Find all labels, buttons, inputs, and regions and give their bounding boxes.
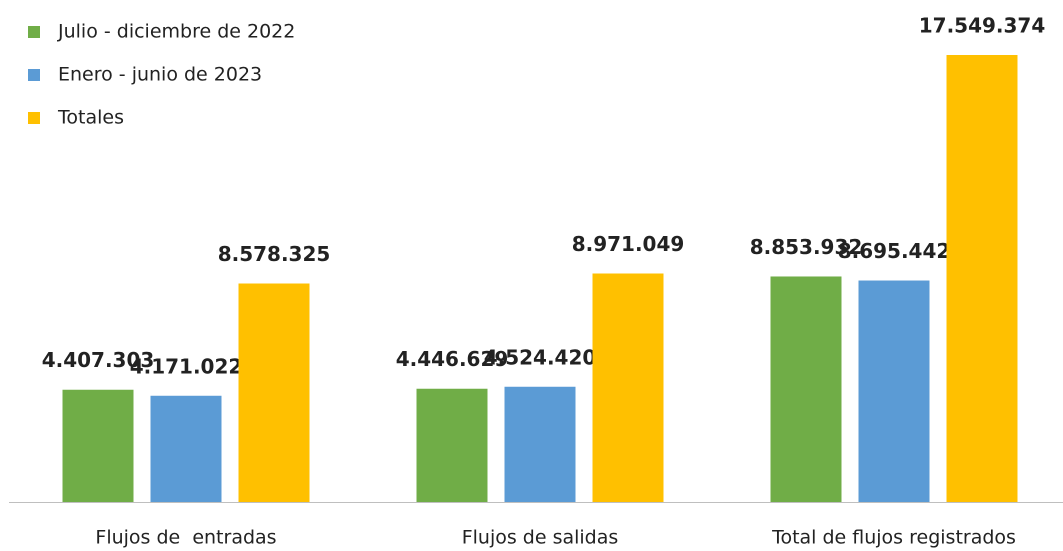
bar: [416, 388, 488, 502]
x-tick-label: Flujos de entradas: [95, 527, 276, 549]
legend-label: Enero - junio de 2023: [58, 64, 262, 86]
legend-swatch: [28, 112, 40, 124]
bar: [592, 273, 664, 502]
x-tick-label: Total de flujos registrados: [771, 527, 1016, 549]
data-label: 8.695.442: [838, 239, 951, 263]
data-label: 8.853.932: [750, 235, 863, 259]
x-tick-label: Flujos de salidas: [462, 527, 619, 549]
bar: [946, 55, 1018, 502]
bar: [150, 395, 222, 502]
data-label: 8.578.325: [218, 242, 331, 266]
data-label: 4.171.022: [130, 354, 243, 378]
legend-swatch: [28, 69, 40, 81]
legend-label: Totales: [57, 107, 124, 129]
bar: [504, 386, 576, 502]
bar: [238, 283, 310, 502]
data-label: 4.407.303: [42, 348, 155, 372]
data-label: 4.524.420: [484, 345, 597, 369]
legend-swatch: [28, 26, 40, 38]
data-label: 8.971.049: [572, 232, 685, 256]
bar: [770, 276, 842, 502]
data-label: 17.549.374: [919, 14, 1046, 38]
data-label: 4.446.629: [396, 347, 509, 371]
bar: [62, 389, 134, 502]
bar: [858, 280, 930, 502]
legend-label: Julio - diciembre de 2022: [57, 21, 295, 43]
